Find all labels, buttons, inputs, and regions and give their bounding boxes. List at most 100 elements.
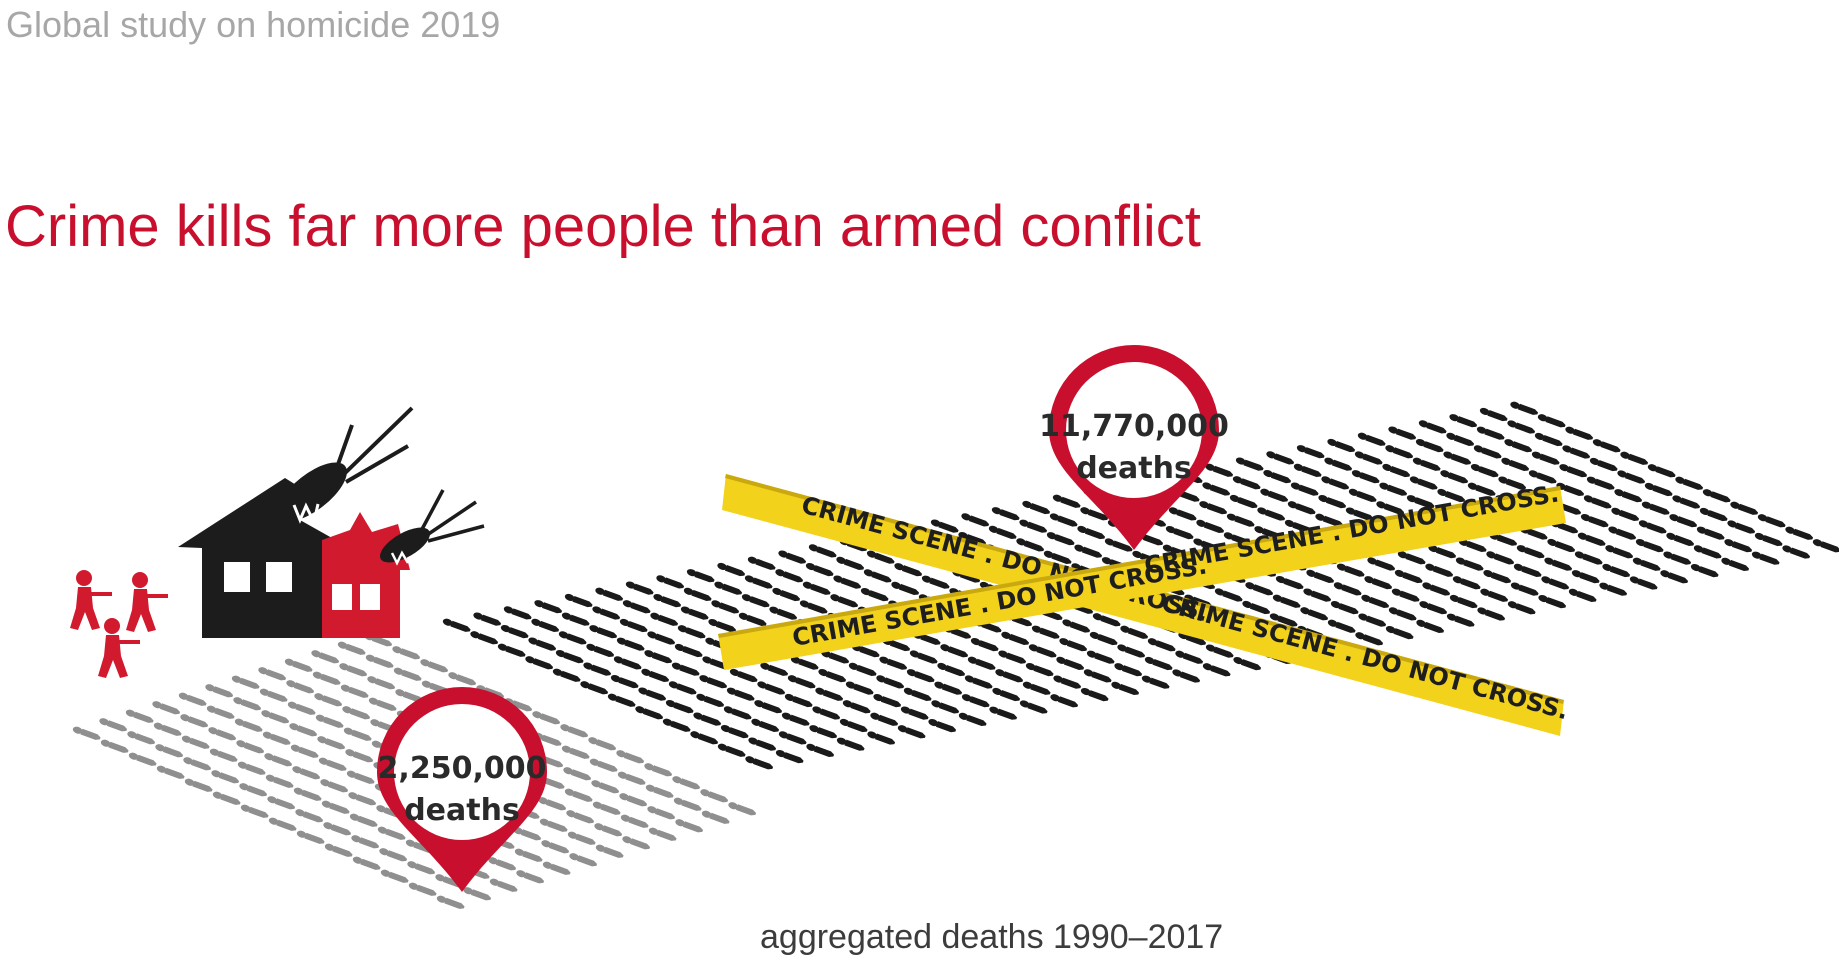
person-figure-icon	[759, 661, 789, 678]
person-figure-icon	[1445, 612, 1476, 629]
person-figure-icon	[805, 742, 835, 759]
person-figure-icon	[311, 670, 342, 687]
person-figure-icon	[1000, 630, 1030, 647]
person-figure-icon	[1357, 612, 1387, 629]
person-figure-icon	[1598, 581, 1628, 598]
person-figure-icon	[1692, 544, 1723, 561]
person-figure-icon	[682, 586, 713, 603]
person-figure-icon	[646, 804, 676, 822]
soldier-icon	[98, 618, 140, 678]
person-figure-icon	[609, 673, 640, 690]
person-figure-icon	[559, 722, 589, 740]
person-figure-icon	[1021, 499, 1051, 516]
person-figure-icon	[1286, 499, 1317, 517]
person-figure-icon	[1289, 481, 1320, 498]
person-figure-icon	[350, 833, 380, 851]
person-figure-icon	[1573, 550, 1604, 567]
person-figure-icon	[652, 592, 682, 609]
person-figure-icon	[207, 725, 237, 743]
person-figure-icon	[531, 709, 561, 727]
person-figure-icon	[1576, 531, 1607, 548]
person-figure-icon	[1640, 500, 1671, 517]
person-figure-icon	[676, 623, 707, 641]
person-figure-icon	[966, 655, 997, 672]
person-figure-icon	[502, 605, 533, 622]
person-figure-icon	[878, 655, 908, 672]
person-figure-icon	[151, 699, 181, 717]
person-figure-icon	[771, 586, 801, 603]
person-figure-icon	[780, 711, 811, 728]
person-figure-icon	[875, 674, 905, 691]
person-figure-icon	[615, 636, 646, 653]
person-figure-icon	[204, 682, 234, 700]
person-figure-icon	[562, 765, 592, 783]
person-figure-icon	[1585, 475, 1616, 492]
person-figure-icon	[1509, 581, 1540, 598]
person-figure-icon	[1116, 643, 1146, 660]
conflict-deaths-value: 2,250,000	[378, 751, 547, 786]
person-figure-icon	[264, 773, 295, 790]
person-figure-icon	[177, 691, 208, 708]
person-figure-icon	[560, 744, 591, 761]
person-figure-icon	[1442, 450, 1472, 467]
person-figure-icon	[798, 599, 829, 616]
person-figure-icon	[619, 813, 650, 830]
person-figure-icon	[124, 708, 155, 725]
person-figure-icon	[987, 524, 1018, 541]
person-figure-icon	[1628, 575, 1659, 592]
person-figure-icon	[612, 655, 643, 672]
person-figure-icon	[621, 598, 652, 616]
person-figure-icon	[896, 723, 927, 741]
person-figure-icon	[588, 757, 619, 774]
person-figure-icon	[1018, 518, 1048, 535]
homicide-deaths-value: 11,770,000	[1039, 409, 1229, 444]
person-figure-icon	[667, 680, 698, 697]
person-figure-icon	[487, 855, 517, 873]
person-figure-icon	[700, 809, 731, 826]
person-figure-icon	[719, 723, 750, 740]
person-figure-icon	[1698, 506, 1729, 523]
person-figure-icon	[750, 717, 780, 734]
person-figure-icon	[1674, 475, 1704, 492]
person-figure-icon	[1445, 431, 1475, 448]
person-figure-icon	[1234, 456, 1265, 473]
person-figure-icon	[1530, 450, 1561, 467]
person-figure-icon	[1695, 525, 1726, 542]
person-figure-icon	[1604, 543, 1634, 561]
person-figure-icon	[963, 674, 994, 691]
person-figure-icon	[1295, 443, 1326, 460]
person-figure-icon	[263, 751, 293, 769]
person-figure-icon	[1299, 605, 1329, 623]
person-figure-icon	[997, 649, 1027, 666]
person-figure-icon	[862, 568, 893, 585]
person-figure-icon	[1533, 431, 1564, 448]
person-figure-icon	[685, 567, 716, 584]
person-figure-icon	[777, 549, 807, 566]
person-figure-icon	[154, 742, 184, 760]
person-figure-icon	[728, 667, 759, 684]
person-figure-icon	[902, 686, 933, 703]
person-figure-icon	[1439, 468, 1469, 486]
person-figure-icon	[1469, 462, 1500, 479]
person-figure-icon	[1564, 425, 1594, 442]
person-figure-icon	[847, 661, 878, 678]
person-figure-icon	[317, 756, 348, 773]
person-figure-icon	[560, 611, 591, 628]
person-figure-icon	[1543, 556, 1573, 573]
person-figure-icon	[180, 734, 211, 751]
person-figure-icon	[844, 680, 875, 697]
person-figure-icon	[859, 586, 890, 603]
person-figure-icon	[1366, 556, 1396, 573]
person-figure-icon	[210, 768, 240, 786]
person-figure-icon	[291, 764, 321, 782]
person-figure-icon	[647, 826, 678, 843]
person-figure-icon	[1515, 543, 1546, 560]
person-figure-icon	[1472, 444, 1503, 461]
person-figure-icon	[211, 790, 242, 807]
person-figure-icon	[1619, 450, 1649, 467]
person-figure-icon	[1726, 519, 1756, 536]
person-figure-icon	[869, 711, 899, 728]
person-figure-icon	[783, 692, 814, 709]
person-figure-icon	[1356, 431, 1387, 448]
person-figure-icon	[566, 830, 597, 847]
